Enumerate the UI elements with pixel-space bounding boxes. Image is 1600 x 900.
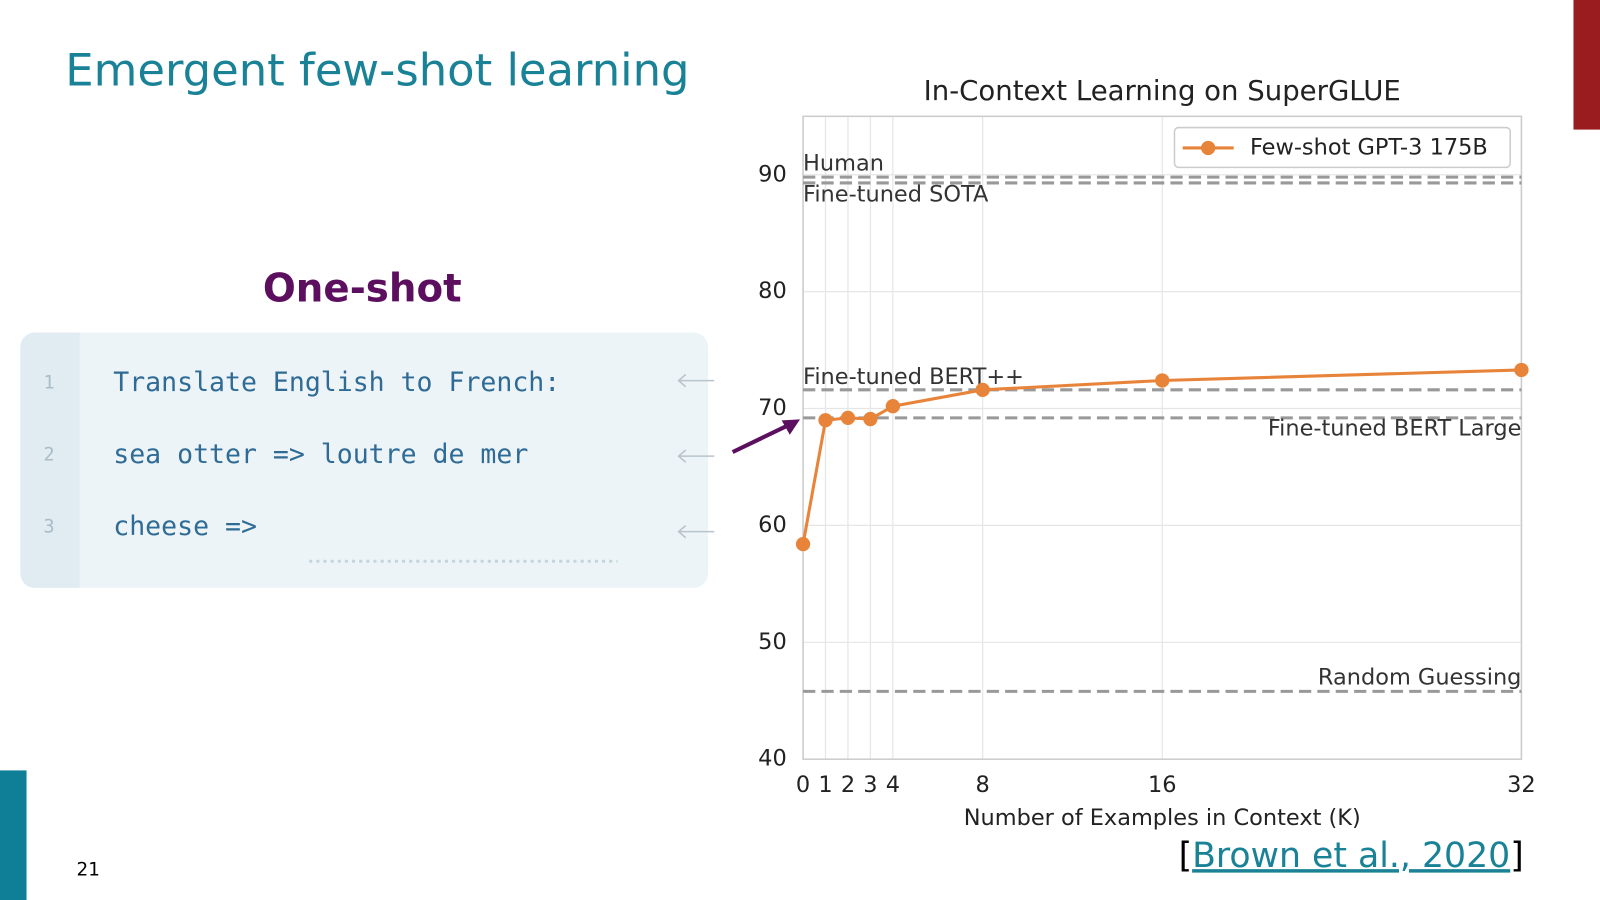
y-tick-label: 90 (758, 161, 787, 187)
data-point (795, 536, 811, 552)
data-point (975, 382, 990, 397)
arrows (677, 373, 715, 539)
accent-bar (0, 770, 27, 900)
y-tick-label: 50 (758, 629, 787, 655)
pointer-arrow-head (781, 419, 800, 435)
data-point (885, 399, 900, 414)
legend-box (1173, 126, 1511, 169)
x-tick-label: 3 (863, 772, 877, 798)
reference-label: Fine-tuned BERT++ (803, 364, 1024, 390)
slide-title: Emergent few-shot learning (65, 43, 689, 96)
reference-label: Random Guessing (1318, 665, 1522, 691)
reference-label: Fine-tuned BERT Large (1268, 416, 1522, 442)
code-text: Translate English to French: (113, 367, 560, 398)
x-tick-label: 1 (818, 772, 832, 798)
code-text: sea otter => loutre de mer (113, 439, 528, 470)
x-tick-label: 0 (796, 772, 810, 798)
plot-frame (802, 115, 1523, 760)
data-point (1155, 373, 1170, 388)
legend-label: Few-shot GPT-3 175B (1250, 134, 1488, 160)
data-point (818, 413, 833, 428)
line-number: 1 (43, 373, 54, 394)
reference-label: Human (803, 150, 884, 176)
citation: [Brown et al., 2020] (1179, 836, 1524, 876)
code-box (20, 332, 709, 588)
data-point (863, 411, 878, 427)
reference-label: Fine-tuned SOTA (803, 182, 989, 208)
x-axis-label: Number of Examples in Context (K) (964, 805, 1361, 831)
x-tick-label: 4 (886, 772, 900, 798)
y-tick-label: 40 (758, 746, 787, 772)
citation-link[interactable]: Brown et al., 2020 (1192, 836, 1510, 876)
bracket: [ (1179, 836, 1193, 876)
data-point (840, 410, 856, 426)
code-text: cheese => (113, 511, 257, 542)
subtitle: One-shot (263, 266, 462, 311)
y-tick-label: 70 (758, 395, 787, 421)
line-gutter (20, 332, 80, 588)
page-number: 21 (77, 859, 100, 880)
x-tick-label: 2 (841, 772, 855, 798)
data-point (1514, 362, 1529, 378)
bracket: ] (1510, 836, 1524, 876)
x-tick-label: 16 (1148, 772, 1177, 798)
accent-bar (1573, 0, 1600, 130)
legend-marker (1201, 140, 1216, 156)
line-number: 2 (43, 445, 54, 466)
y-tick-label: 80 (758, 278, 787, 304)
x-tick-label: 32 (1507, 772, 1536, 798)
x-tick-label: 8 (976, 772, 990, 798)
pointer-arrow (731, 423, 789, 454)
line-number: 3 (43, 517, 54, 538)
chart-title: In-Context Learning on SuperGLUE (924, 75, 1401, 107)
y-tick-label: 60 (758, 512, 787, 538)
